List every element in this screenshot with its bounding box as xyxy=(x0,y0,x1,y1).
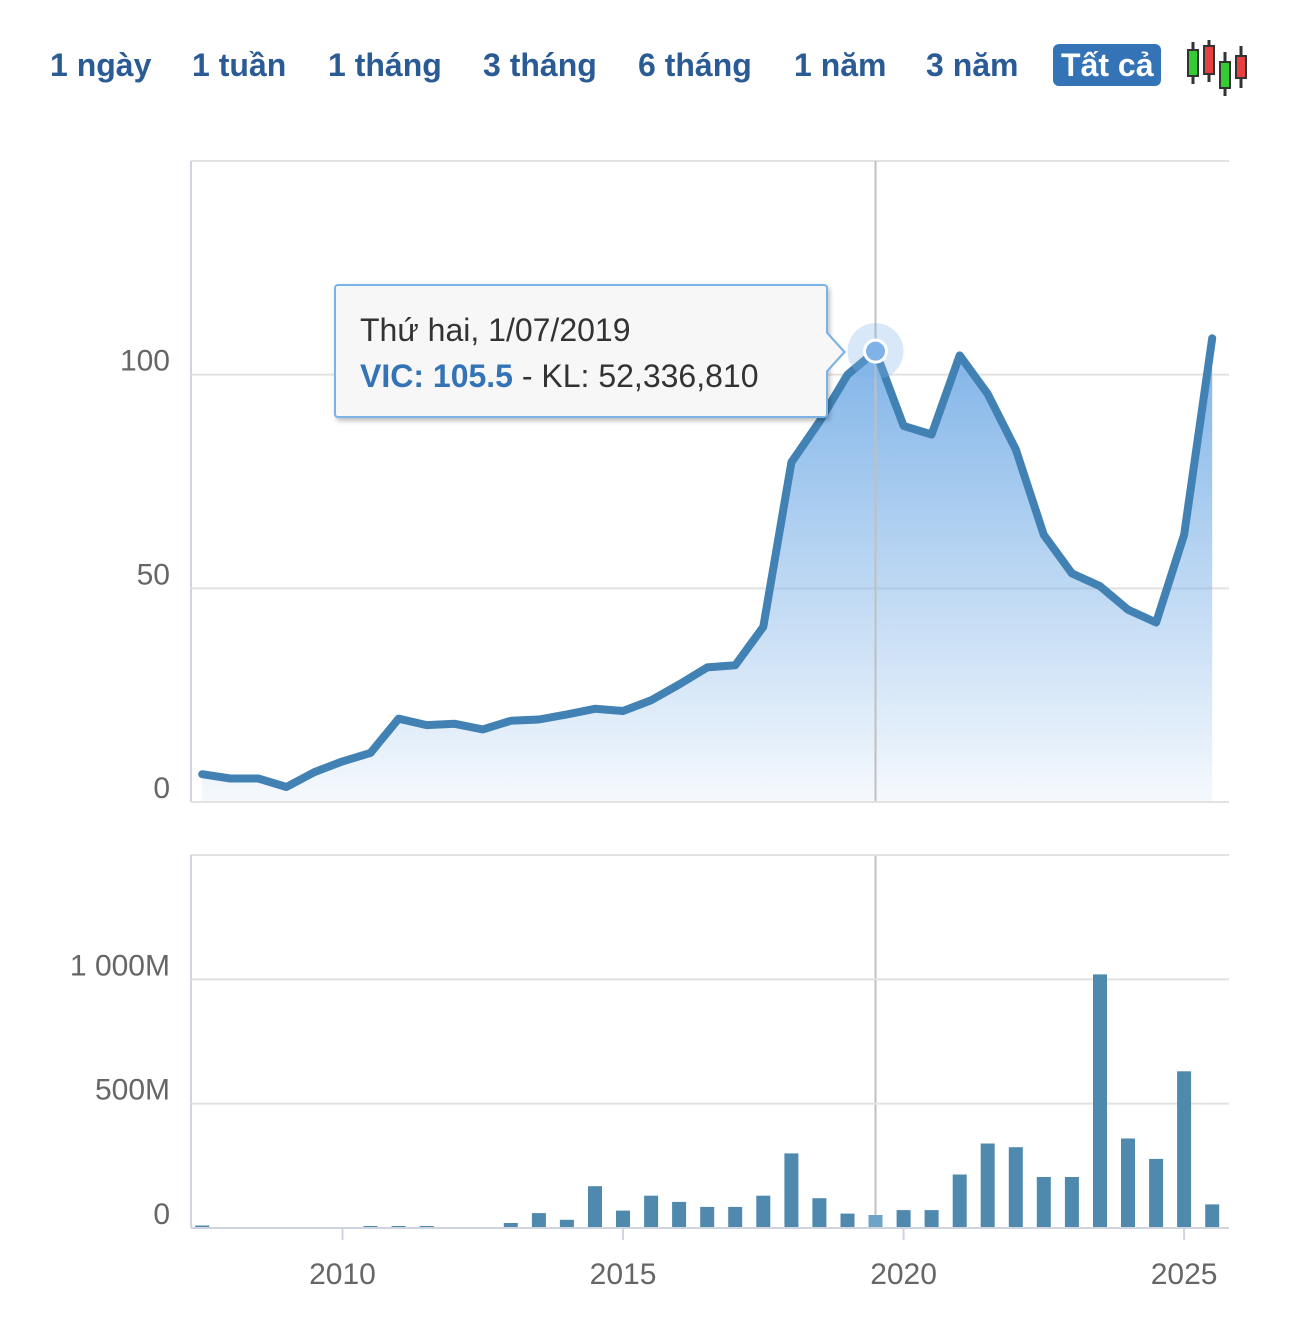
volume-bar xyxy=(756,1195,771,1228)
volume-bar xyxy=(195,1225,210,1228)
range-3-year-button[interactable]: 3 năm xyxy=(926,47,1019,83)
candlestick-icon[interactable] xyxy=(1184,40,1250,98)
volume-bar xyxy=(700,1206,715,1228)
range-1-day-button[interactable]: 1 ngày xyxy=(50,47,152,83)
tooltip-price: VIC: 105.5 xyxy=(360,358,513,394)
volume-bar xyxy=(868,1215,883,1228)
volume-bar xyxy=(812,1198,827,1228)
range-3-month-button[interactable]: 3 tháng xyxy=(483,47,597,83)
volume-bar xyxy=(1064,1177,1079,1228)
volume-bar xyxy=(588,1186,602,1228)
volume-bar xyxy=(531,1213,546,1228)
price-area xyxy=(202,338,1213,802)
price-line xyxy=(198,334,1217,791)
range-1-month-button[interactable]: 1 tháng xyxy=(328,47,442,83)
volume-bar xyxy=(784,1153,799,1228)
volume-bar xyxy=(952,1174,967,1228)
volume-bar xyxy=(1205,1204,1220,1228)
x-tick-label: 2015 xyxy=(590,1258,657,1291)
volume-tick-label: 0 xyxy=(153,1198,170,1231)
tooltip-separator: - xyxy=(512,358,542,394)
volume-bar xyxy=(559,1219,574,1228)
volume-tick-label: 1 000M xyxy=(70,949,170,982)
volume-bar xyxy=(1149,1158,1164,1228)
x-tick-label: 2020 xyxy=(870,1258,937,1291)
tooltip-date: Thứ hai, 1/07/2019 xyxy=(360,312,631,348)
price-tick-label: 0 xyxy=(153,772,170,805)
range-1-week-button[interactable]: 1 tuần xyxy=(192,47,287,83)
volume-bar xyxy=(728,1206,743,1228)
volume-bar xyxy=(616,1210,630,1228)
price-tick-label: 100 xyxy=(120,345,170,378)
range-selector: 1 ngày 1 tuần 1 tháng 3 tháng 6 tháng 1 … xyxy=(0,0,1290,110)
volume-bar xyxy=(644,1195,659,1228)
volume-bar xyxy=(924,1210,939,1228)
volume-bar xyxy=(672,1201,687,1228)
price-tick-label: 50 xyxy=(137,558,170,591)
volume-bar xyxy=(1036,1177,1051,1228)
tooltip-volume: KL: 52,336,810 xyxy=(541,358,759,394)
volume-bar xyxy=(1177,1071,1192,1228)
volume-bar xyxy=(840,1213,855,1228)
volume-bar xyxy=(980,1143,995,1228)
volume-bar xyxy=(896,1210,911,1228)
x-tick-label: 2025 xyxy=(1151,1258,1218,1291)
volume-bar xyxy=(1093,974,1107,1228)
volume-bar xyxy=(503,1223,518,1228)
range-6-month-button[interactable]: 6 tháng xyxy=(638,47,752,83)
volume-tick-label: 500M xyxy=(95,1074,170,1107)
tooltip-values: VIC: 105.5 - KL: 52,336,810 xyxy=(360,358,758,395)
range-1-year-button[interactable]: 1 năm xyxy=(794,47,887,83)
range-all-button[interactable]: Tất cả xyxy=(1053,44,1162,86)
x-tick-label: 2010 xyxy=(309,1258,376,1291)
volume-bar xyxy=(1008,1147,1023,1228)
tooltip-arrow-fill xyxy=(825,332,843,372)
price-tooltip: Thứ hai, 1/07/2019 VIC: 105.5 - KL: 52,3… xyxy=(334,284,846,418)
highlight-point xyxy=(863,338,889,364)
volume-bar xyxy=(1121,1138,1135,1228)
